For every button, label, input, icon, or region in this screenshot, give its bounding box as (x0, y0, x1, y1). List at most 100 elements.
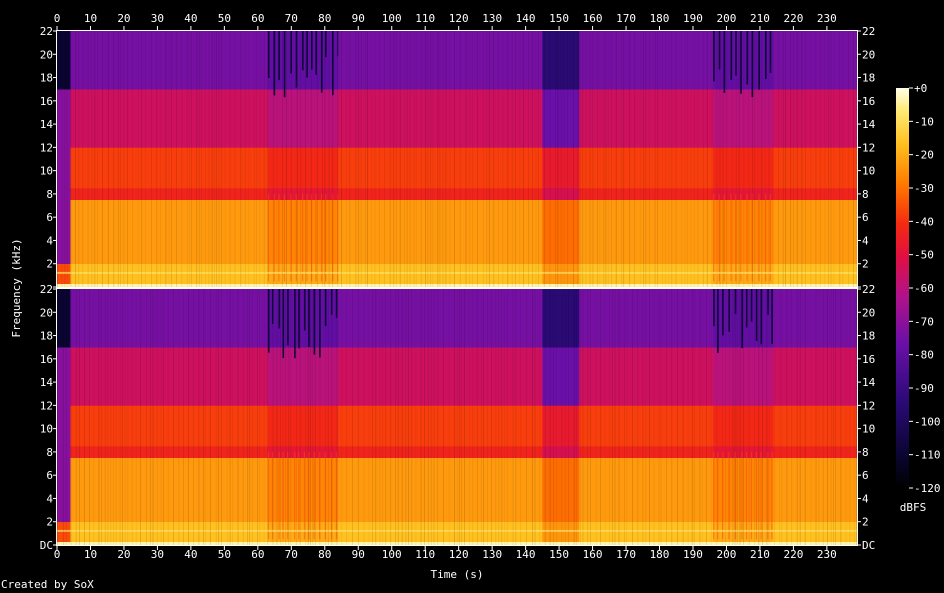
spectrogram-cell (57, 521, 71, 546)
spectrogram-texture (736, 289, 738, 545)
x-tick-label: 90 (352, 12, 365, 25)
spectrogram-texture (819, 31, 821, 287)
spectrogram-cell (542, 188, 580, 200)
spectrogram-stripe (337, 193, 339, 282)
spectrogram-stripe (290, 193, 292, 282)
y-tick-label-right: 10 (862, 165, 875, 178)
spectrogram-texture (218, 31, 220, 287)
spectrogram-texture (557, 31, 559, 287)
spectrogram-texture (587, 289, 589, 545)
y-tick-label-right: 16 (862, 353, 875, 366)
x-tick-label: 160 (583, 12, 603, 25)
y-tick-label: 2 (46, 258, 53, 271)
spectrogram-texture (568, 289, 569, 545)
spectrogram-texture (585, 31, 587, 287)
spectrogram-stripe (330, 451, 333, 540)
spectrogram-dropout (728, 289, 730, 332)
spectrogram-texture (395, 289, 396, 545)
spectrogram-stripe (287, 451, 289, 540)
spectrogram-dropout (332, 31, 334, 96)
spectrogram-texture (411, 289, 413, 545)
spectrogram-texture (127, 289, 129, 545)
spectrogram-texture (276, 289, 278, 545)
spectrogram-cell (267, 405, 339, 447)
spectrogram-texture (89, 289, 90, 545)
x-tick-label: 130 (482, 548, 502, 561)
spectrogram-texture (122, 289, 123, 545)
colorbar-ticks: +0 -10 -20 -30 -40 -50 -60 -70 -80 -90 -100 -110 -12… (909, 82, 941, 495)
spectrogram-dropout (771, 289, 773, 345)
spectrogram-cell (579, 147, 714, 189)
y-tick-label-right: 14 (862, 118, 876, 131)
spectrogram-texture (779, 289, 781, 545)
colorbar-gradient (896, 88, 909, 488)
spectrogram-texture (282, 31, 283, 287)
spectrogram-stripe (278, 193, 280, 282)
spectrogram-texture (135, 289, 137, 545)
y-tick-label-right: 6 (862, 469, 869, 482)
spectrogram-texture (249, 289, 251, 545)
spectrogram-texture (553, 289, 554, 545)
spectrogram-cell (267, 89, 339, 148)
spectrogram-cell (542, 31, 580, 90)
spectrogram-texture (372, 289, 373, 545)
spectrogram-texture (549, 289, 551, 545)
spectrogram-cell (773, 405, 858, 447)
spectrogram-texture (743, 289, 744, 545)
spectrogram-texture (406, 31, 408, 287)
spectrogram-texture (79, 289, 80, 545)
y-tick-label: 10 (40, 165, 53, 178)
colorbar-tick-label: -100 (914, 415, 941, 428)
spectrogram-texture (648, 31, 650, 287)
spectrogram-cell (70, 405, 269, 447)
spectrogram-texture (397, 289, 399, 545)
spectrogram-texture (549, 31, 551, 287)
dc-band (57, 284, 857, 287)
x-tick-label: 20 (117, 548, 130, 561)
spectrogram-cell (773, 188, 858, 200)
spectrogram-texture (244, 31, 246, 287)
spectrogram-texture (364, 31, 366, 287)
spectrogram-texture (507, 31, 509, 287)
spectrogram-texture (538, 31, 539, 287)
spectrogram-stripe (295, 193, 297, 282)
spectrogram-dropout (315, 31, 317, 75)
spectrogram-cell (542, 347, 580, 406)
spectrogram-texture (506, 289, 508, 545)
x-axis-label: Time (s) (431, 568, 484, 581)
spectrogram-texture (766, 289, 768, 545)
spectrogram-texture (363, 289, 365, 545)
spectrogram-stripe (313, 451, 315, 540)
spectrogram-texture (57, 31, 58, 287)
spectrogram-texture (719, 31, 721, 287)
spectrogram-dropout (718, 31, 721, 70)
spectrogram-texture (64, 31, 66, 287)
spectrogram-texture (257, 289, 258, 545)
spectrogram-texture (307, 289, 309, 545)
colorbar-tick-label: -10 (914, 115, 934, 128)
x-tick-label: 140 (516, 12, 536, 25)
spectrogram-texture (443, 289, 444, 545)
spectrogram-texture (556, 289, 557, 545)
spectrogram-texture (165, 31, 167, 287)
spectrogram-texture (151, 31, 152, 287)
spectrogram-texture (240, 31, 242, 287)
spectrogram-texture (205, 31, 206, 287)
colorbar-tick-label: -20 (914, 149, 934, 162)
x-tick-label: 200 (717, 548, 737, 561)
spectrogram-texture (716, 289, 718, 545)
spectrogram-texture (768, 31, 770, 287)
spectrogram-texture (637, 289, 639, 545)
spectrogram-texture (573, 289, 575, 545)
spectrogram-texture (415, 289, 417, 545)
spectrogram-cell (773, 89, 858, 148)
spectrogram-cell (57, 188, 71, 200)
spectrogram-texture (523, 31, 524, 287)
spectrogram-dropout (723, 31, 726, 93)
spectrogram-texture (216, 31, 217, 287)
spectrogram-stripe (283, 193, 285, 282)
spectrogram-texture (607, 31, 609, 287)
spectrogram-texture (560, 31, 562, 287)
spectrogram-cell (70, 289, 269, 348)
